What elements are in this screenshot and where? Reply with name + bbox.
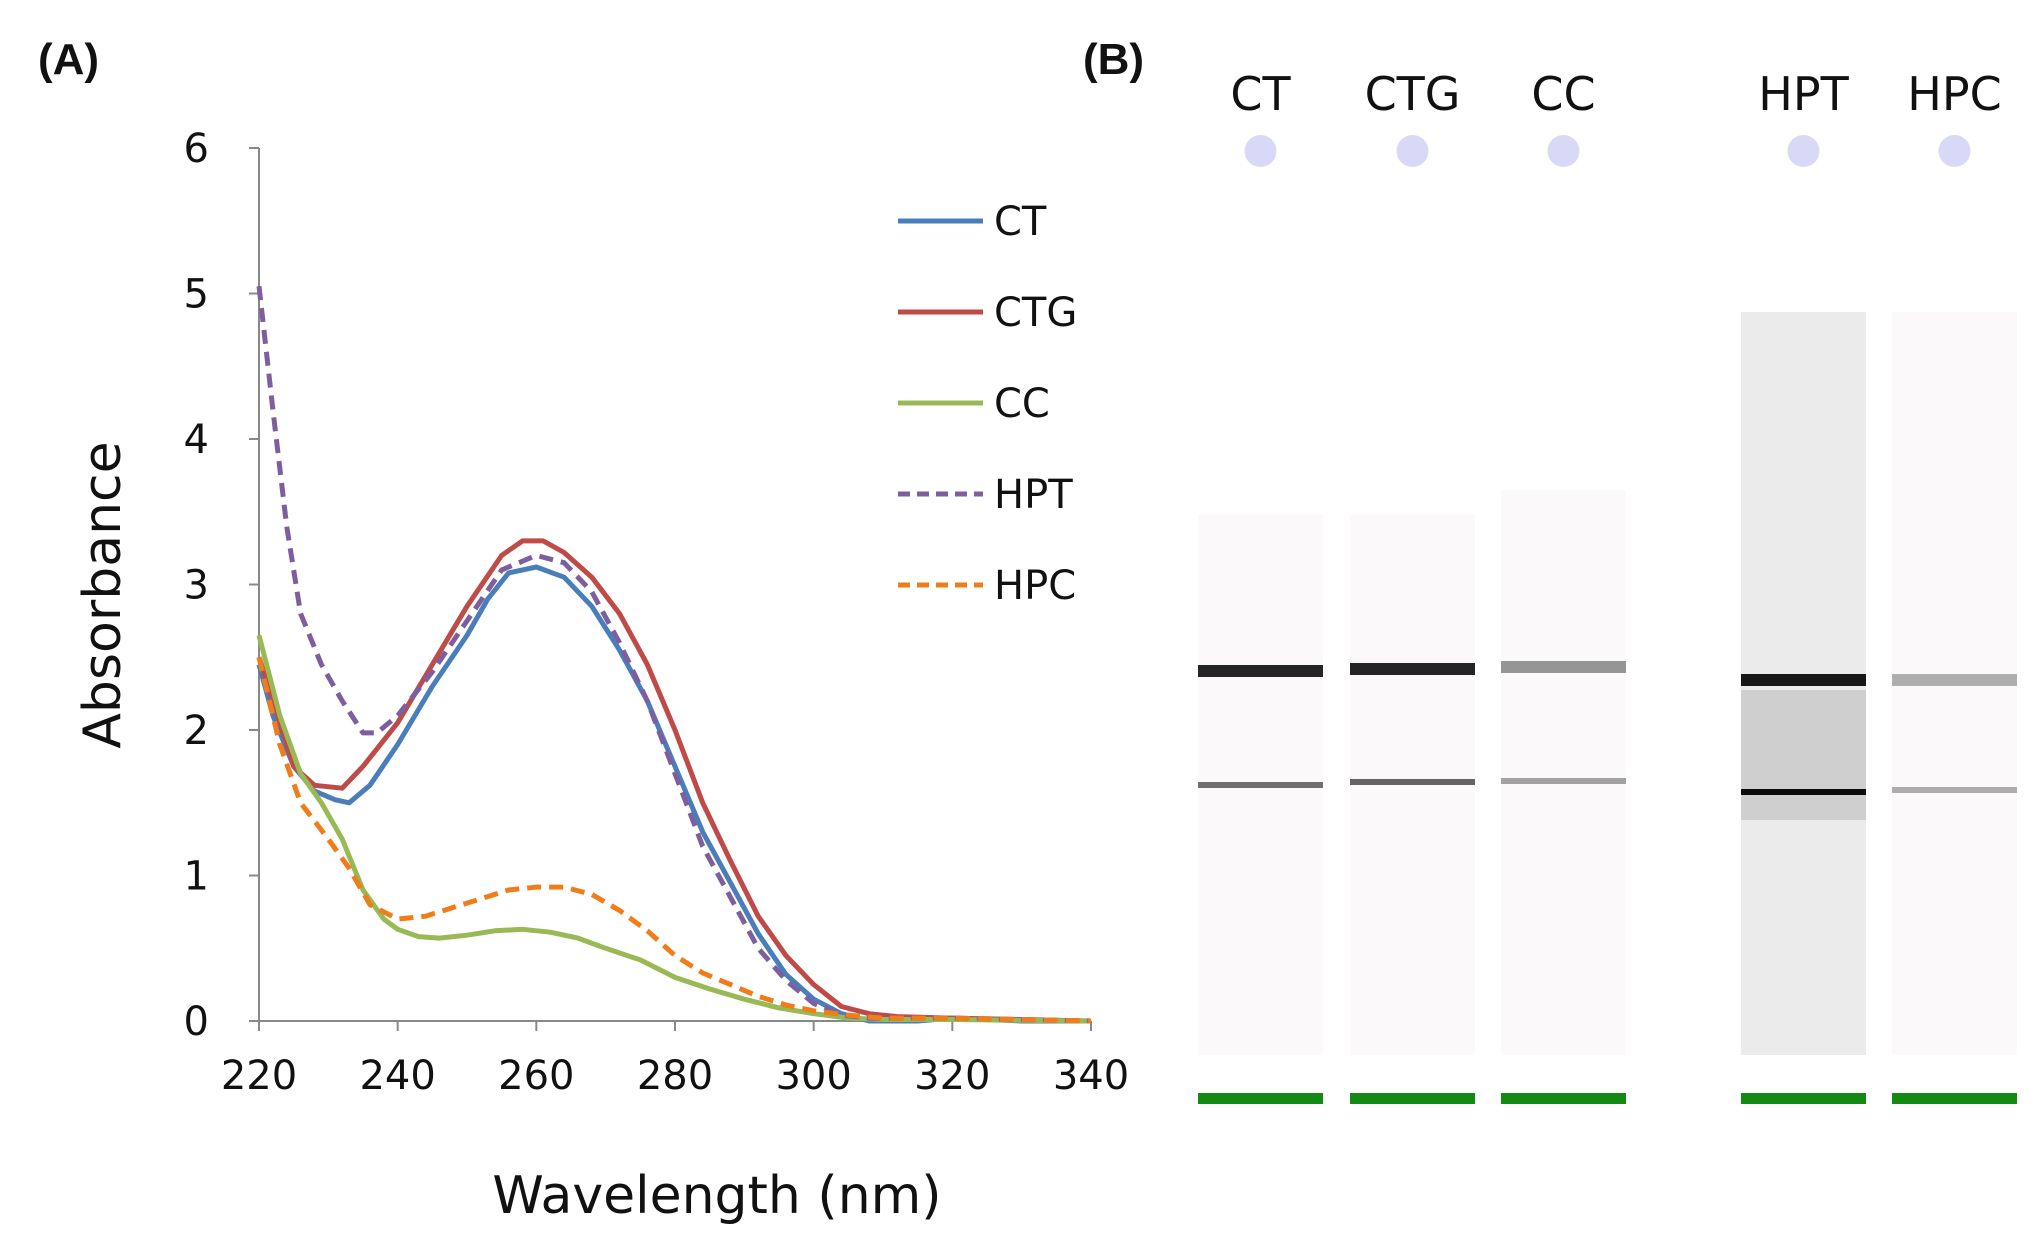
legend-label-hpt: HPT — [994, 472, 1073, 518]
legend-label-ct: CT — [994, 199, 1047, 245]
legend-label-ctg: CTG — [994, 290, 1077, 336]
legend-label-cc: CC — [994, 381, 1050, 427]
band-lower — [1501, 778, 1626, 784]
marker-band — [1350, 1093, 1475, 1104]
band-lower — [1198, 782, 1323, 788]
series-line-cc — [256, 634, 1092, 1024]
band-lower — [1350, 779, 1475, 785]
marker-band — [1198, 1093, 1323, 1104]
marker-band — [1741, 1093, 1866, 1104]
band-upper — [1501, 661, 1626, 673]
y-tick-label: 2 — [184, 708, 209, 754]
x-tick-label: 240 — [359, 1053, 435, 1099]
y-tick-label: 3 — [184, 563, 209, 609]
band-upper — [1741, 674, 1866, 686]
absorbance-chart: 0 1 2 3 4 5 6 220 240 260 280 300 320 340 CT CTG CC HPT HP… — [184, 126, 1130, 1099]
x-tick-label: 220 — [221, 1053, 297, 1099]
band-lower — [1892, 787, 2017, 793]
lane-label-hpt: HPT — [1758, 67, 1849, 121]
series-line-hpc — [256, 656, 1092, 1024]
well-icon — [1938, 135, 1971, 167]
x-tick-label: 300 — [775, 1053, 851, 1099]
marker-band — [1501, 1093, 1626, 1104]
well-icon — [1787, 135, 1820, 167]
lane-background — [1501, 490, 1626, 1055]
y-tick-label: 0 — [184, 999, 209, 1045]
band-upper — [1892, 674, 2017, 686]
y-tick-label: 4 — [184, 417, 209, 463]
well-icon — [1244, 135, 1277, 167]
lane-label-hpc: HPC — [1907, 67, 2001, 121]
y-tick-label: 5 — [184, 272, 209, 318]
series-line-ctg — [256, 538, 1092, 1024]
well-icon — [1396, 135, 1429, 167]
well-icon — [1547, 135, 1580, 167]
lane-label-ct: CT — [1230, 67, 1291, 121]
series-line-hpt — [256, 285, 1092, 1024]
x-tick-label: 320 — [914, 1053, 990, 1099]
x-tick-label: 280 — [637, 1053, 713, 1099]
x-tick-label: 340 — [1053, 1053, 1129, 1099]
lane-smear — [1741, 690, 1866, 820]
lane-label-cc: CC — [1531, 67, 1595, 121]
panel-label-a: (A) — [38, 35, 99, 84]
y-tick-label: 1 — [184, 854, 209, 900]
y-tick-label: 6 — [184, 126, 209, 172]
band-upper — [1350, 663, 1475, 675]
band-upper — [1198, 665, 1323, 677]
x-tick-label: 260 — [498, 1053, 574, 1099]
legend-label-hpc: HPC — [994, 563, 1076, 609]
marker-band — [1892, 1093, 2017, 1104]
lane-label-ctg: CTG — [1365, 67, 1461, 121]
band-lower — [1741, 789, 1866, 795]
gel-image: CT CTG CC HPT HPC — [1198, 67, 2017, 1104]
x-axis-label: Wavelength (nm) — [492, 1166, 941, 1226]
lane-background — [1892, 312, 2017, 1055]
y-axis-label: Absorbance — [73, 441, 133, 748]
panel-label-b: (B) — [1083, 35, 1144, 84]
